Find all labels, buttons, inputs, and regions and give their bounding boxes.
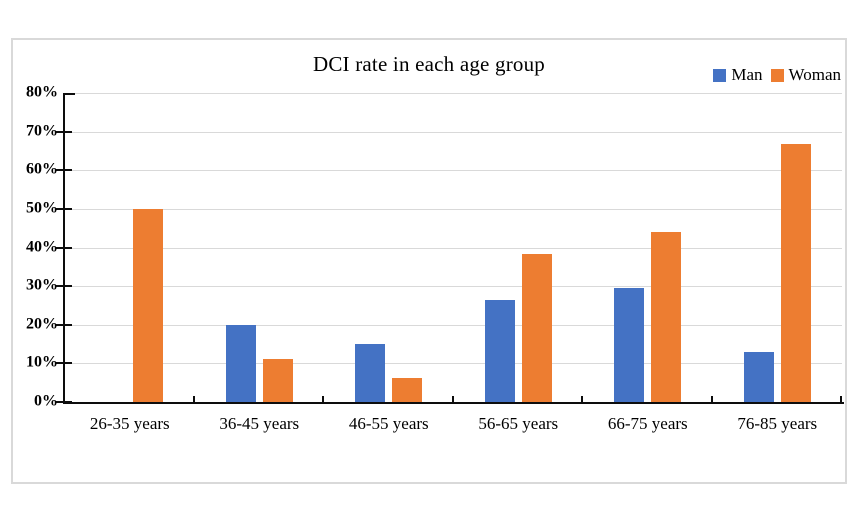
x-axis-category-label: 76-85 years [737,414,818,433]
bar-man-76-85-years [743,351,774,402]
gridline [65,324,842,326]
gridline [65,131,842,133]
bar-woman-56-65-years [521,254,552,402]
legend-label-man: Man [731,65,763,84]
x-axis-category-label: 36-45 years [219,414,300,433]
y-axis-tick-label: 30% [26,276,58,294]
legend-swatch-woman [770,68,784,82]
x-tick [192,396,195,402]
x-tick [581,396,583,402]
y-tick [55,207,72,210]
gridline [65,93,842,94]
y-axis-line [63,93,65,404]
gridline [65,363,842,365]
bar-woman-66-75-years [651,232,682,402]
bar-woman-76-85-years [780,144,811,402]
y-tick [55,169,72,172]
y-axis-tick-label: 20% [26,315,58,333]
y-tick [55,130,72,133]
bar-woman-36-45-years [262,359,293,402]
x-axis-line [63,402,844,404]
bar-man-66-75-years [614,288,645,402]
legend-swatch-man [713,68,727,82]
bar-man-56-65-years [484,300,515,402]
legend-label-woman: Woman [788,65,841,84]
bar-woman-46-55-years [392,377,423,402]
x-tick [840,396,842,402]
y-axis-tick-label: 70% [26,122,58,140]
bar-woman-26-35-years [133,208,164,402]
x-tick [322,396,324,402]
x-tick [710,396,713,402]
chart-frame: DCI rate in each age group Man Woman 80% 7… [11,38,847,484]
x-axis-category-label: 46-55 years [348,414,429,433]
y-axis-tick-label: 10% [26,354,58,372]
y-axis-tick-label: 60% [26,160,58,178]
x-axis-category-label: 56-65 years [478,414,559,433]
gridline [65,286,842,288]
y-tick [55,285,72,288]
y-tick [55,362,72,365]
bar-man-36-45-years [225,324,256,402]
x-axis-category-label: 66-75 years [607,414,688,433]
y-axis-tick-label: 80% [26,83,58,101]
y-tick [55,323,72,326]
legend: Man Woman [713,65,841,85]
x-tick [451,396,454,402]
gridline [65,247,842,249]
y-axis-tick-label: 50% [26,199,58,217]
gridline [65,170,842,172]
legend-item-woman: Woman [770,65,841,85]
y-axis-tick-label: 40% [26,238,58,256]
y-axis-tick-label: 0% [34,392,58,410]
y-tick [55,401,72,403]
x-axis-category-label: 26-35 years [89,414,170,433]
y-tick [55,246,72,249]
gridline [65,208,842,210]
legend-item-man: Man [713,65,763,85]
chart-title: DCI rate in each age group [312,52,546,76]
y-tick [63,93,75,95]
bar-man-46-55-years [355,344,386,402]
